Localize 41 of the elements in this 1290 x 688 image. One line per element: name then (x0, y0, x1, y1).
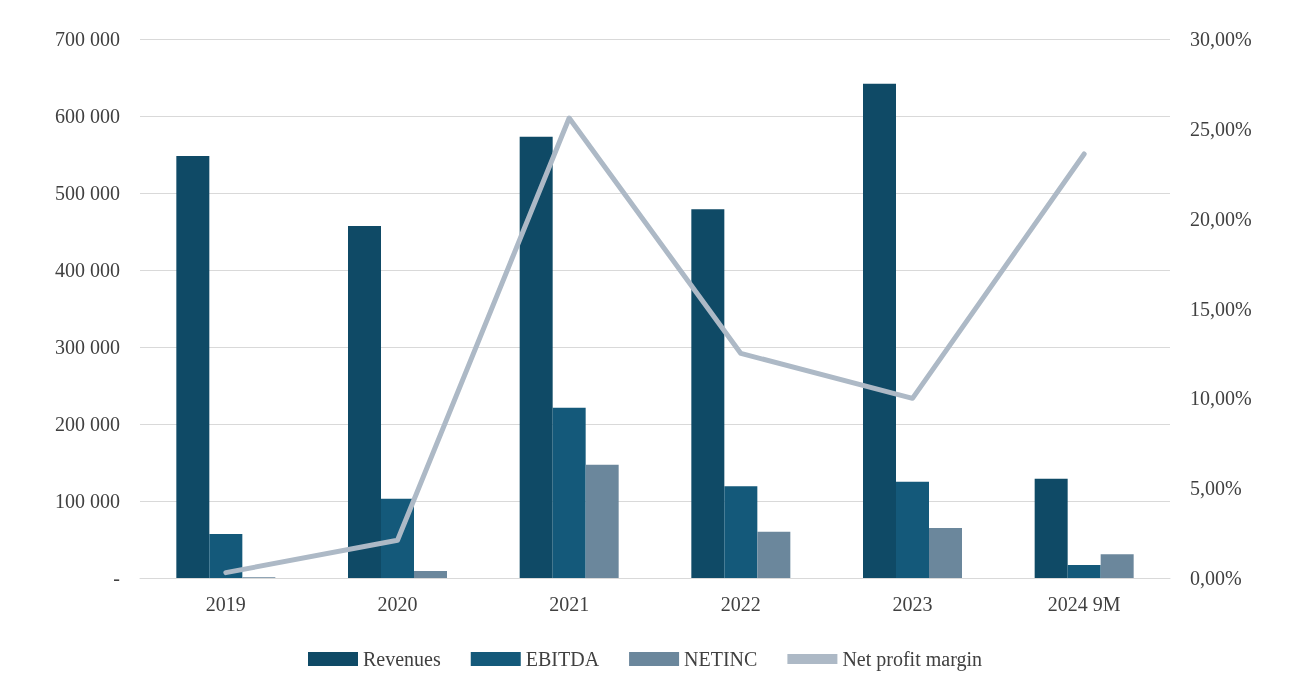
legend-label: NETINC (684, 648, 758, 670)
bar (896, 481, 929, 578)
y2-tick-label: 5,00% (1190, 477, 1242, 500)
bar (209, 534, 243, 578)
bar (863, 83, 896, 578)
y2-tick-label: 20,00% (1190, 207, 1252, 230)
bar (691, 209, 725, 578)
x-tick-label: 2024 9M (1047, 593, 1121, 615)
x-tick-label: 2019 (205, 593, 246, 615)
y-tick-label: 400 000 (55, 259, 120, 281)
y2-tick-label: 10,00% (1190, 387, 1252, 410)
legend-label: Revenues (363, 648, 441, 670)
x-tick-label: 2020 (377, 593, 418, 615)
y-tick-label: - (113, 567, 120, 589)
bar (552, 407, 586, 578)
bar (929, 527, 962, 578)
y-tick-label: 600 000 (55, 105, 120, 127)
y-tick-label: 100 000 (55, 490, 120, 512)
y-tick-label: 500 000 (55, 182, 120, 204)
y2-tick-label: 0,00% (1190, 567, 1242, 589)
bar (724, 486, 758, 578)
y-tick-label: 300 000 (55, 336, 120, 358)
bar (519, 136, 553, 578)
x-tick-label: 2021 (549, 593, 590, 615)
bar (757, 531, 791, 578)
y-tick-label: 200 000 (55, 413, 120, 435)
bar (585, 464, 619, 578)
y-tick-label: 700 000 (55, 28, 120, 50)
bar (1100, 554, 1134, 578)
bar (414, 571, 447, 578)
bar (348, 226, 381, 578)
legend-label: Net profit margin (842, 648, 983, 671)
y2-tick-label: 15,00% (1190, 297, 1252, 320)
x-tick-label: 2023 (892, 593, 933, 615)
y2-tick-label: 30,00% (1190, 28, 1252, 50)
y2-tick-label: 25,00% (1190, 117, 1252, 140)
legend-label: EBITDA (525, 648, 600, 670)
bar (1067, 564, 1101, 578)
bar (176, 156, 210, 578)
x-tick-label: 2022 (720, 593, 761, 615)
bar (1034, 478, 1068, 578)
